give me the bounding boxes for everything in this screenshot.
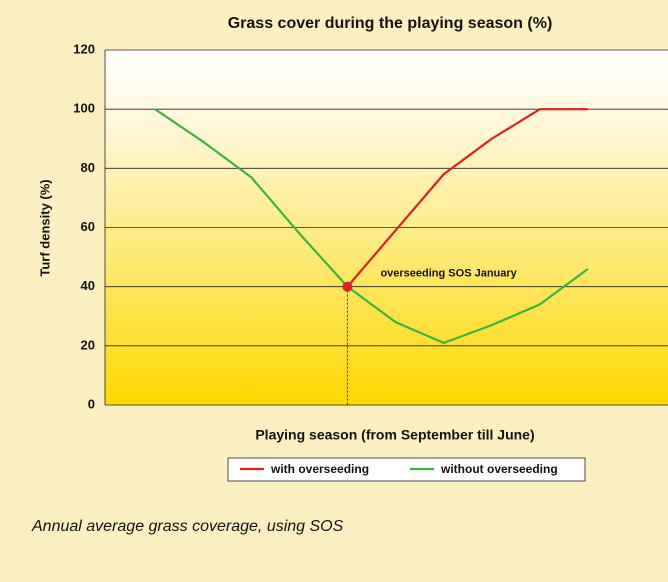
annotation-text: overseeding SOS January	[380, 268, 517, 280]
y-tick-label: 60	[81, 219, 95, 234]
legend-label: without overseeding	[440, 462, 558, 476]
legend-box	[227, 457, 586, 482]
y-tick-label: 20	[81, 337, 95, 352]
chart-title: Grass cover during the playing season (%…	[228, 15, 553, 32]
y-tick-label: 0	[88, 396, 95, 411]
x-axis-label: Playing season (from September till June…	[255, 427, 534, 443]
y-tick-label: 40	[81, 278, 95, 293]
caption: Annual average grass coverage, using SOS	[31, 518, 344, 535]
line-series	[154, 108, 589, 344]
line-series	[346, 108, 588, 288]
legend-label: with overseeding	[270, 462, 369, 476]
annotation-point	[342, 281, 353, 292]
y-tick-label: 120	[73, 41, 95, 56]
y-tick-label: 80	[81, 160, 95, 175]
y-tick-label: 100	[73, 101, 95, 116]
y-axis-label: Turf density (%)	[37, 179, 52, 276]
